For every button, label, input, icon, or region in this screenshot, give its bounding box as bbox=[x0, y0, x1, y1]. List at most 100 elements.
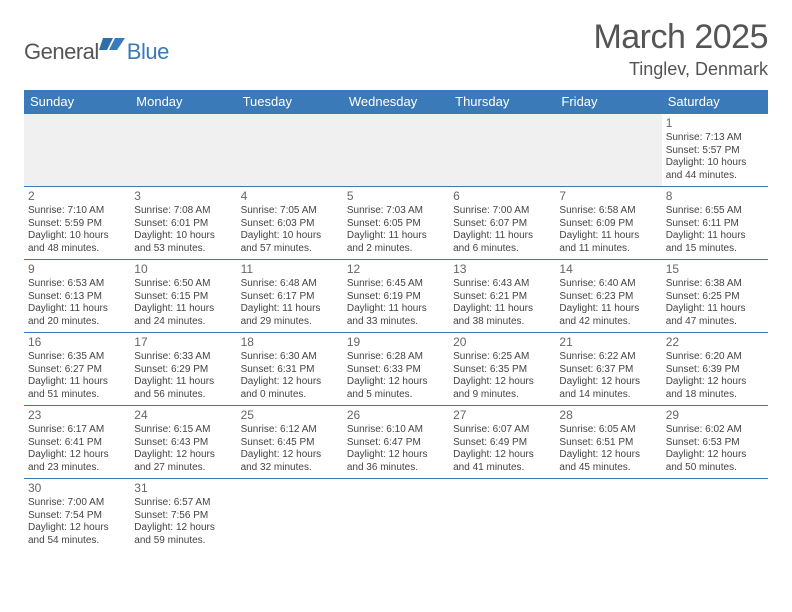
day-info-line: Sunset: 6:37 PM bbox=[559, 364, 657, 377]
flag-icon bbox=[99, 36, 125, 57]
calendar-empty bbox=[237, 114, 343, 187]
day-number: 22 bbox=[666, 335, 764, 350]
day-info-line: Daylight: 11 hours bbox=[134, 303, 232, 316]
calendar-day: 2Sunrise: 7:10 AMSunset: 5:59 PMDaylight… bbox=[24, 187, 130, 260]
day-info-line: Daylight: 12 hours bbox=[453, 449, 551, 462]
calendar-day: 17Sunrise: 6:33 AMSunset: 6:29 PMDayligh… bbox=[130, 333, 236, 406]
day-info-line: Daylight: 11 hours bbox=[559, 230, 657, 243]
day-number: 27 bbox=[453, 408, 551, 423]
calendar-empty bbox=[343, 114, 449, 187]
day-number: 23 bbox=[28, 408, 126, 423]
brand-logo: General Blue bbox=[24, 36, 169, 67]
day-info-line: Sunset: 6:21 PM bbox=[453, 291, 551, 304]
calendar-day: 20Sunrise: 6:25 AMSunset: 6:35 PMDayligh… bbox=[449, 333, 555, 406]
day-info-line: and 6 minutes. bbox=[453, 243, 551, 256]
calendar-table: SundayMondayTuesdayWednesdayThursdayFrid… bbox=[24, 90, 768, 551]
day-info-line: Sunrise: 6:17 AM bbox=[28, 424, 126, 437]
day-info-line: Sunset: 6:31 PM bbox=[241, 364, 339, 377]
day-info-line: Sunset: 6:01 PM bbox=[134, 218, 232, 231]
day-info-line: Sunset: 6:39 PM bbox=[666, 364, 764, 377]
day-info-line: Sunrise: 7:00 AM bbox=[28, 497, 126, 510]
day-number: 29 bbox=[666, 408, 764, 423]
brand-part1: General bbox=[24, 39, 99, 65]
day-info-line: Daylight: 11 hours bbox=[28, 376, 126, 389]
day-info-line: and 15 minutes. bbox=[666, 243, 764, 256]
calendar-empty bbox=[555, 479, 661, 552]
day-number: 10 bbox=[134, 262, 232, 277]
day-info-line: Sunset: 6:43 PM bbox=[134, 437, 232, 450]
day-number: 12 bbox=[347, 262, 445, 277]
day-info-line: Daylight: 12 hours bbox=[134, 522, 232, 535]
calendar-empty bbox=[343, 479, 449, 552]
calendar-day: 7Sunrise: 6:58 AMSunset: 6:09 PMDaylight… bbox=[555, 187, 661, 260]
day-info-line: Sunrise: 6:25 AM bbox=[453, 351, 551, 364]
calendar-empty bbox=[130, 114, 236, 187]
day-info-line: Sunset: 6:35 PM bbox=[453, 364, 551, 377]
day-info-line: Sunset: 7:54 PM bbox=[28, 510, 126, 523]
day-info-line: and 0 minutes. bbox=[241, 389, 339, 402]
day-info-line: and 38 minutes. bbox=[453, 316, 551, 329]
day-number: 31 bbox=[134, 481, 232, 496]
calendar-day: 8Sunrise: 6:55 AMSunset: 6:11 PMDaylight… bbox=[662, 187, 768, 260]
calendar-day: 13Sunrise: 6:43 AMSunset: 6:21 PMDayligh… bbox=[449, 260, 555, 333]
day-info-line: Daylight: 12 hours bbox=[666, 449, 764, 462]
calendar-day: 18Sunrise: 6:30 AMSunset: 6:31 PMDayligh… bbox=[237, 333, 343, 406]
day-info-line: and 14 minutes. bbox=[559, 389, 657, 402]
day-info-line: and 11 minutes. bbox=[559, 243, 657, 256]
day-info-line: Sunrise: 7:03 AM bbox=[347, 205, 445, 218]
weekday-header: Tuesday bbox=[237, 90, 343, 114]
day-info-line: and 42 minutes. bbox=[559, 316, 657, 329]
day-info-line: Daylight: 11 hours bbox=[666, 230, 764, 243]
location-label: Tinglev, Denmark bbox=[593, 59, 768, 80]
day-info-line: Sunrise: 6:50 AM bbox=[134, 278, 232, 291]
day-info-line: Sunset: 6:27 PM bbox=[28, 364, 126, 377]
day-number: 21 bbox=[559, 335, 657, 350]
day-info-line: Sunrise: 6:15 AM bbox=[134, 424, 232, 437]
day-number: 24 bbox=[134, 408, 232, 423]
day-number: 6 bbox=[453, 189, 551, 204]
month-title: March 2025 bbox=[593, 18, 768, 57]
day-info-line: and 56 minutes. bbox=[134, 389, 232, 402]
day-info-line: Sunset: 6:15 PM bbox=[134, 291, 232, 304]
day-number: 26 bbox=[347, 408, 445, 423]
day-info-line: and 45 minutes. bbox=[559, 462, 657, 475]
calendar-day: 29Sunrise: 6:02 AMSunset: 6:53 PMDayligh… bbox=[662, 406, 768, 479]
day-info-line: Sunrise: 6:48 AM bbox=[241, 278, 339, 291]
day-info-line: Sunset: 6:17 PM bbox=[241, 291, 339, 304]
day-info-line: and 48 minutes. bbox=[28, 243, 126, 256]
day-number: 16 bbox=[28, 335, 126, 350]
weekday-header: Sunday bbox=[24, 90, 130, 114]
day-number: 30 bbox=[28, 481, 126, 496]
weekday-header: Monday bbox=[130, 90, 236, 114]
calendar-day: 11Sunrise: 6:48 AMSunset: 6:17 PMDayligh… bbox=[237, 260, 343, 333]
calendar-day: 30Sunrise: 7:00 AMSunset: 7:54 PMDayligh… bbox=[24, 479, 130, 552]
calendar-empty bbox=[24, 114, 130, 187]
day-number: 9 bbox=[28, 262, 126, 277]
day-info-line: Sunrise: 6:10 AM bbox=[347, 424, 445, 437]
day-info-line: and 29 minutes. bbox=[241, 316, 339, 329]
day-number: 19 bbox=[347, 335, 445, 350]
day-info-line: Daylight: 10 hours bbox=[666, 157, 764, 170]
day-info-line: Daylight: 12 hours bbox=[28, 522, 126, 535]
calendar-day: 28Sunrise: 6:05 AMSunset: 6:51 PMDayligh… bbox=[555, 406, 661, 479]
day-info-line: Sunrise: 6:28 AM bbox=[347, 351, 445, 364]
day-info-line: and 18 minutes. bbox=[666, 389, 764, 402]
day-info-line: and 32 minutes. bbox=[241, 462, 339, 475]
calendar-day: 23Sunrise: 6:17 AMSunset: 6:41 PMDayligh… bbox=[24, 406, 130, 479]
calendar-day: 27Sunrise: 6:07 AMSunset: 6:49 PMDayligh… bbox=[449, 406, 555, 479]
day-info-line: and 23 minutes. bbox=[28, 462, 126, 475]
day-info-line: Sunset: 6:19 PM bbox=[347, 291, 445, 304]
day-info-line: Daylight: 11 hours bbox=[28, 303, 126, 316]
calendar-day: 15Sunrise: 6:38 AMSunset: 6:25 PMDayligh… bbox=[662, 260, 768, 333]
day-info-line: Sunrise: 7:08 AM bbox=[134, 205, 232, 218]
day-info-line: Sunset: 6:07 PM bbox=[453, 218, 551, 231]
calendar-empty bbox=[555, 114, 661, 187]
day-info-line: and 59 minutes. bbox=[134, 535, 232, 548]
day-number: 5 bbox=[347, 189, 445, 204]
day-info-line: Sunset: 5:57 PM bbox=[666, 145, 764, 158]
calendar-day: 21Sunrise: 6:22 AMSunset: 6:37 PMDayligh… bbox=[555, 333, 661, 406]
day-info-line: Sunset: 6:03 PM bbox=[241, 218, 339, 231]
page-header: General Blue March 2025 Tinglev, Denmark bbox=[24, 18, 768, 80]
day-number: 28 bbox=[559, 408, 657, 423]
day-info-line: Sunset: 6:33 PM bbox=[347, 364, 445, 377]
